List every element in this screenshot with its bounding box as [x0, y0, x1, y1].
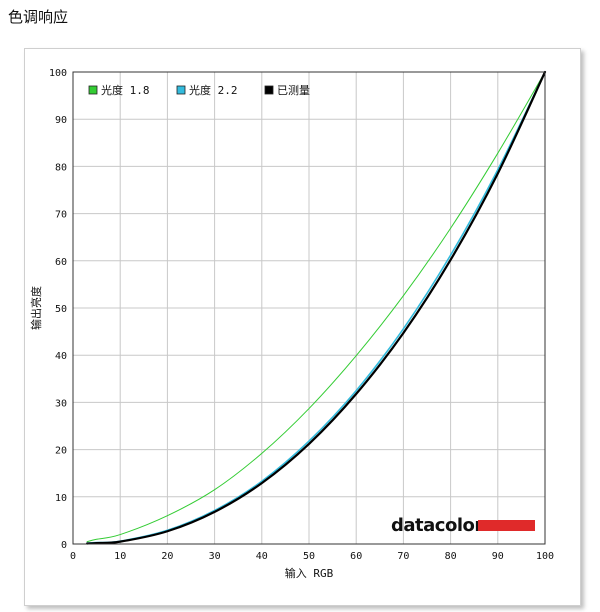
x-tick-label: 80 — [445, 551, 457, 562]
x-tick-label: 100 — [536, 551, 554, 562]
x-tick-label: 70 — [397, 551, 409, 562]
legend-label: 光度 1.8 — [101, 83, 150, 97]
legend-label: 光度 2.2 — [189, 83, 238, 97]
y-tick-label: 70 — [55, 210, 67, 221]
x-tick-label: 40 — [256, 551, 268, 562]
y-axis-label: 输出亮度 — [29, 286, 43, 330]
y-tick-label: 40 — [55, 351, 67, 362]
y-tick-label: 50 — [55, 304, 67, 315]
page-title: 色调响应 — [8, 8, 69, 26]
x-axis-label: 输入 RGB — [285, 566, 334, 580]
chart-panel: 0 10 20 30 40 50 60 70 80 90 100 0 10 20 30 40 50 60 70 80… — [24, 48, 581, 606]
y-tick-labels: 0 10 20 30 40 50 60 70 80 90 100 — [49, 68, 67, 551]
plot-border — [72, 71, 546, 545]
legend-label: 已测量 — [277, 84, 310, 97]
y-tick-label: 100 — [49, 68, 67, 79]
x-tick-label: 50 — [303, 551, 315, 562]
legend-swatch — [88, 85, 98, 95]
tone-response-chart: 0 10 20 30 40 50 60 70 80 90 100 0 10 20 30 40 50 60 70 80… — [29, 68, 554, 580]
x-tick-label: 10 — [114, 551, 126, 562]
series-line-1 — [86, 71, 546, 543]
x-tick-label: 30 — [209, 551, 221, 562]
y-tick-label: 10 — [55, 493, 67, 504]
y-tick-label: 80 — [55, 162, 67, 173]
series-lines — [86, 70, 547, 545]
x-tick-label: 20 — [161, 551, 173, 562]
series-line-3 — [86, 70, 547, 545]
legend-swatch — [264, 85, 274, 95]
x-tick-label: 0 — [70, 551, 76, 562]
legend-swatch — [176, 85, 186, 95]
y-tick-label: 20 — [55, 446, 67, 457]
brand-bar — [478, 520, 535, 531]
y-tick-label: 30 — [55, 398, 67, 409]
x-tick-label: 90 — [492, 551, 504, 562]
y-tick-label: 60 — [55, 257, 67, 268]
legend: 光度 1.8 光度 2.2 已测量 — [88, 83, 310, 97]
x-tick-label: 60 — [350, 551, 362, 562]
y-tick-label: 90 — [55, 115, 67, 126]
y-tick-label: 0 — [61, 540, 67, 551]
datacolor-logo: datacolor — [391, 515, 535, 536]
x-tick-labels: 0 10 20 30 40 50 60 70 80 90 100 — [70, 551, 554, 562]
brand-name: datacolor — [391, 515, 483, 536]
